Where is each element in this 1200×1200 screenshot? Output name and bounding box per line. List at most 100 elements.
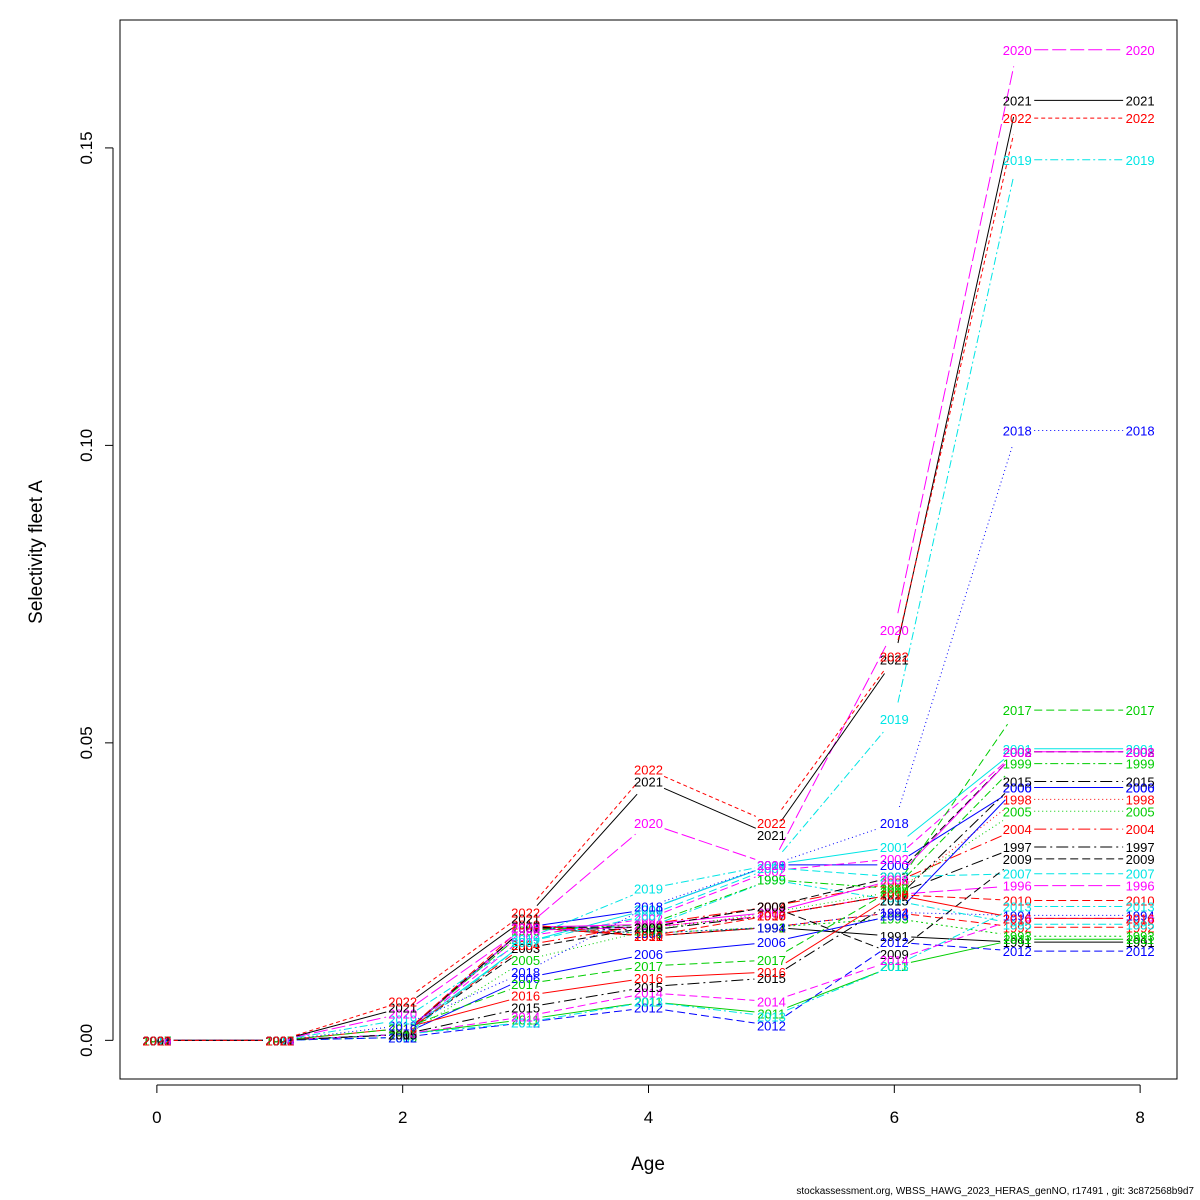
point-label: 2013 [1126,899,1155,914]
series-segment [788,896,878,914]
point-label: 2002 [880,852,909,867]
point-label: 1991 [142,1033,171,1048]
series-segment [787,971,879,1008]
series-segment [296,1016,387,1038]
series-segment [785,903,881,964]
series-labels-1999: 1999 1999 1999 1999 1999 1999 1999 1999 1999 [142,757,1154,1049]
series-labels-2012: 2012 2012 2012 2012 2012 2012 2012 2012 2012 [142,935,1154,1048]
point-label: 1996 [388,1027,417,1042]
point-label: 2001 [142,1033,171,1048]
point-label: 2004 [880,876,909,891]
point-label: 1992 [880,905,909,920]
point-label: 1992 [634,929,663,944]
point-label: 2021 [511,911,540,926]
point-label: 2020 [880,623,909,638]
series-segment [419,1023,509,1034]
series-segment [788,913,878,926]
point-label: 2001 [388,1027,417,1042]
series-segment [911,942,1001,951]
series-segment [907,759,1005,837]
point-label: 2016 [634,971,663,986]
point-label: 2001 [880,840,909,855]
point-label: 2015 [1003,775,1032,790]
point-label: 2010 [880,888,909,903]
series-segment [787,964,879,997]
series-segment [788,913,878,926]
series-segment [542,979,632,994]
point-label: 1996 [511,923,540,938]
point-label: 1999 [388,1027,417,1042]
point-label: 2018 [1126,424,1155,439]
series-segment [419,1021,509,1033]
series-labels-2016: 2016 2016 2016 2016 2016 2016 2016 2016 2016 [142,888,1154,1049]
plot-frame [119,19,1178,1080]
series-labels-2004: 2004 2004 2004 2004 2004 2004 2004 2004 2004 [142,822,1154,1048]
point-label: 2015 [1126,775,1155,790]
point-label: 2012 [388,1030,417,1045]
series-segment [910,923,1002,956]
point-label: 2020 [634,816,663,831]
point-label: 2019 [388,1013,417,1028]
series-segment [665,993,755,1001]
series-segment [415,935,514,1024]
series-segment [536,793,638,907]
series-segment [542,925,632,936]
point-label: 2005 [511,953,540,968]
point-label: 2003 [1003,745,1032,760]
point-label: 2003 [142,1033,171,1048]
point-label: 1994 [634,926,663,941]
point-label: 2016 [142,1033,171,1048]
point-label: 1992 [1126,920,1155,935]
point-label: 2019 [880,712,909,727]
series-segment [665,913,755,924]
point-label: 2017 [142,1033,171,1048]
series-segment [911,913,1001,926]
series-segment [665,916,755,929]
point-label: 2019 [1003,153,1032,168]
point-label: 2014 [634,986,663,1001]
series-labels-2006: 2006 2006 2006 2006 2006 2006 2006 2006 2006 [142,780,1154,1048]
point-label: 2020 [1003,43,1032,58]
series-segment [897,66,1015,614]
point-label: 1994 [1003,908,1032,923]
series-segment [911,936,1001,942]
point-label: 2019 [265,1033,294,1048]
point-label: 2016 [265,1033,294,1048]
point-label: 1995 [757,873,786,888]
point-label: 1993 [142,1033,171,1048]
footer-credit: stockassessment.org, WBSS_HAWG_2023_HERA… [796,1186,1194,1197]
point-label: 2007 [634,908,663,923]
point-label: 2009 [880,947,909,962]
point-label: 2010 [1003,894,1032,909]
series-segment [416,954,513,1025]
point-label: 1993 [757,920,786,935]
point-label: 2004 [634,917,663,932]
series-labels-2019: 2019 2019 2019 2019 2019 2019 2019 2019 2019 [142,153,1154,1049]
point-label: 2011 [757,1007,785,1022]
series-labels-2015: 2015 2015 2015 2015 2015 2015 2015 2015 2015 [142,775,1154,1049]
point-label: 1995 [880,894,909,909]
point-label: 2000 [880,858,909,873]
point-label: 1993 [388,1027,417,1042]
point-label: 2008 [265,1033,294,1048]
point-label: 2009 [1126,852,1155,867]
series-labels-1995: 1995 1995 1995 1995 1995 1995 1995 1995 1995 [142,873,1154,1049]
point-label: 2005 [142,1033,171,1048]
series-segment [787,912,879,949]
point-label: 1998 [388,1027,417,1042]
series-labels-2013: 2013 2013 2013 2013 2013 2013 2013 2013 2013 [142,899,1154,1048]
series-segment [542,926,632,943]
point-label: 2008 [757,905,786,920]
point-label: 1996 [142,1033,171,1048]
point-label: 2006 [1126,780,1155,795]
point-label: 2016 [1003,911,1032,926]
series-segment [415,946,513,1025]
series-segment [665,1009,755,1024]
point-label: 1992 [142,1033,171,1048]
point-label: 2004 [388,1027,417,1042]
point-label: 2009 [265,1033,294,1048]
series-segment [415,951,513,1025]
series-labels-2007: 2007 2007 2007 2007 2007 2007 2007 2007 2007 [142,861,1154,1049]
point-label: 2014 [880,953,909,968]
